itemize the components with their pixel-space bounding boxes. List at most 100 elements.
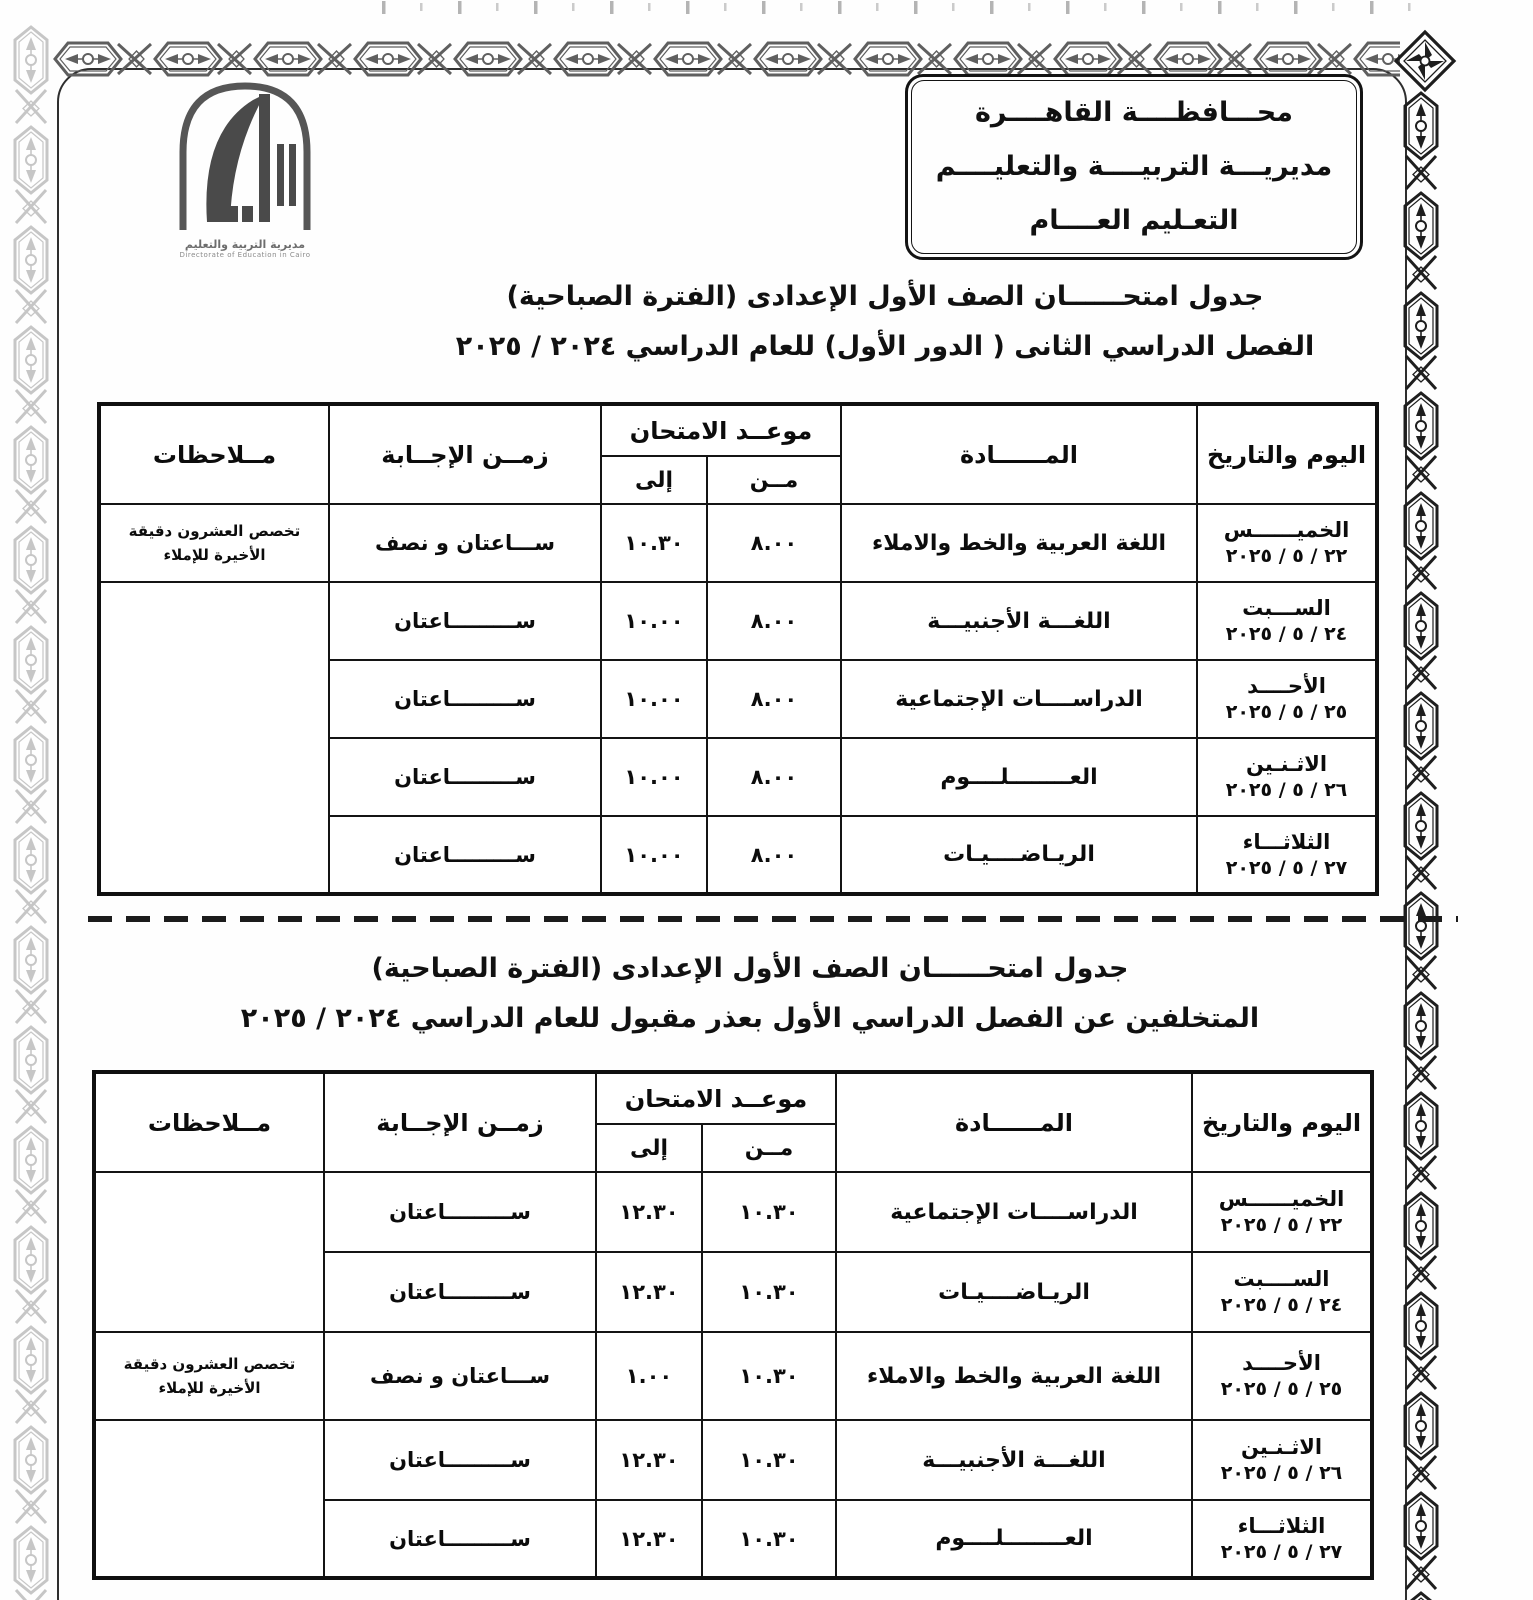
day-date-cell: الأحــــد ٢٥ / ٥ / ٢٠٢٥ (1196, 659, 1378, 739)
date-value: ٢٢ / ٥ / ٢٠٢٥ (1220, 1214, 1343, 1236)
to-cell: ١٢.٣٠ (595, 1171, 703, 1253)
ornamental-border-left (8, 24, 54, 1600)
logo-caption-arabic: مديرية التربية والتعليم (184, 238, 306, 251)
col-header-duration: زمــن الإجــابة (328, 403, 602, 505)
day-date-cell: الثلاثـــاء ٢٧ / ٥ / ٢٠٢٥ (1196, 815, 1378, 895)
duration-cell: ســـــــــاعتان (323, 1419, 597, 1501)
table-row: الخميــــــس ٢٢ / ٥ / ٢٠٢٥ الدراســــات … (93, 1171, 1373, 1333)
schedule2-title-line2: المتخلفين عن الفصل الدراسي الأول بعذر مق… (240, 1003, 1260, 1034)
subject-cell: الدراســــات الإجتماعية (835, 1171, 1193, 1253)
day-name: الأحــــد (1247, 674, 1326, 698)
col-header-exam-time: موعــد الامتحان (600, 403, 842, 457)
day-date-cell: الأحــــد ٢٥ / ٥ / ٢٠٢٥ (1191, 1331, 1373, 1421)
table-row: الخميــــــس ٢٢ / ٥ / ٢٠٢٥ اللغة العربية… (98, 503, 1378, 583)
date-value: ٢٧ / ٥ / ٢٠٢٥ (1225, 856, 1348, 879)
subject-cell: الريـاضــــيـات (835, 1251, 1193, 1333)
day-name: الخميــــــس (1218, 1187, 1345, 1211)
table-row: الاثـنـين ٢٦ / ٥ / ٢٠٢٥ العــــــــلــــ… (99, 737, 1378, 817)
header-subrow: مــن إلى (94, 1123, 1372, 1173)
col-header-from: مــن (706, 455, 842, 505)
to-cell: ١٢.٣٠ (595, 1251, 703, 1333)
day-date-cell: الاثـنـين ٢٦ / ٥ / ٢٠٢٥ (1191, 1419, 1373, 1501)
header-row: اليوم والتاريخ المــــــادة موعــد الامت… (93, 1071, 1373, 1173)
table-row: الأحــــد ٢٥ / ٥ / ٢٠٢٥ اللغة العربية وا… (93, 1331, 1373, 1421)
duration-cell: ســـاعتان و نصف (323, 1331, 597, 1421)
table-row: الســــبت ٢٤ / ٥ / ٢٠٢٥ الريـاضــــيـات … (94, 1251, 1373, 1333)
day-name: الثلاثـــاء (1237, 1513, 1326, 1538)
day-name: الســــبت (1233, 1267, 1330, 1291)
from-cell: ١٠.٣٠ (701, 1251, 837, 1333)
day-date-cell: الخميــــــس ٢٢ / ٥ / ٢٠٢٥ (1196, 503, 1378, 583)
org-line-directorate: مديريـــة التربيــــة والتعليــــم (935, 151, 1333, 182)
duration-cell: ســـــــــاعتان (328, 581, 602, 661)
col-header-to: إلى (600, 455, 708, 505)
schedule1-title-line1: جدول امتحــــــان الصف الأول الإعدادى (ا… (506, 281, 1264, 312)
day-name: الســـبت (1242, 596, 1331, 620)
col-header-day-date: اليوم والتاريخ (1196, 403, 1378, 505)
schedule1-title-line2: الفصل الدراسي الثانى ( الدور الأول) للعا… (455, 331, 1315, 362)
day-name: الاثـنـين (1245, 752, 1328, 776)
notes-cell: تخصص العشرون دقيقة الأخيرة للإملاء (93, 1331, 325, 1421)
to-cell: ١.٠٠ (595, 1331, 703, 1421)
table-row: الثلاثـــاء ٢٧ / ٥ / ٢٠٢٥ العــــــــلــ… (94, 1499, 1373, 1579)
duration-cell: ســـــــــاعتان (328, 737, 602, 817)
ornamental-border-right (1398, 90, 1444, 1600)
notes-empty-cell (93, 1171, 325, 1333)
table-row: الســـبت ٢٤ / ٥ / ٢٠٢٥ اللغـــة الأجنبيـ… (98, 581, 1378, 895)
day-date-cell: الســــبت ٢٤ / ٥ / ٢٠٢٥ (1191, 1251, 1373, 1333)
duration-cell: ســـــــــاعتان (328, 659, 602, 739)
day-name: الأحــــد (1242, 1351, 1321, 1375)
from-cell: ١٠.٣٠ (701, 1499, 837, 1579)
day-date-cell: الخميــــــس ٢٢ / ٥ / ٢٠٢٥ (1191, 1171, 1373, 1253)
org-line-governorate: محـــافظــــة القاهــــرة (974, 97, 1293, 128)
subject-cell: اللغة العربية والخط والاملاء (840, 503, 1198, 583)
org-line-general-education: التعـليم العــــام (1029, 205, 1239, 236)
from-cell: ١٠.٣٠ (701, 1171, 837, 1253)
date-value: ٢٧ / ٥ / ٢٠٢٥ (1220, 1540, 1343, 1563)
from-cell: ٨.٠٠ (706, 503, 842, 583)
org-header-box: محـــافظــــة القاهــــرة مديريـــة التر… (905, 74, 1363, 260)
subject-cell: اللغة العربية والخط والاملاء (835, 1331, 1193, 1421)
date-value: ٢٢ / ٥ / ٢٠٢٥ (1225, 545, 1348, 567)
day-name: الخميــــــس (1223, 518, 1350, 542)
top-edge-ticks (380, 0, 1440, 16)
table-row: الأحــــد ٢٥ / ٥ / ٢٠٢٥ الدراســــات الإ… (99, 659, 1378, 739)
notes-empty-cell (93, 1419, 325, 1579)
duration-cell: ســـــــــاعتان (323, 1171, 597, 1253)
date-value: ٢٦ / ٥ / ٢٠٢٥ (1220, 1462, 1343, 1484)
col-header-subject: المــــــادة (840, 403, 1198, 505)
logo-caption-english: Directorate of Education in Cairo (179, 251, 311, 259)
date-value: ٢٤ / ٥ / ٢٠٢٥ (1225, 623, 1348, 645)
ministry-logo: مديرية التربية والتعليم Directorate of E… (138, 60, 352, 260)
from-cell: ١٠.٣٠ (701, 1331, 837, 1421)
dashed-divider (88, 916, 1458, 922)
col-header-exam-time: موعــد الامتحان (595, 1071, 837, 1125)
subject-cell: اللغـــة الأجنبيـــة (835, 1419, 1193, 1501)
duration-cell: ســـــــــاعتان (328, 815, 602, 895)
day-name: الثلاثـــاء (1242, 829, 1331, 854)
ornamental-corner-icon (1393, 29, 1457, 93)
col-header-from: مــن (701, 1123, 837, 1173)
from-cell: ٨.٠٠ (706, 815, 842, 895)
day-date-cell: الســـبت ٢٤ / ٥ / ٢٠٢٥ (1196, 581, 1378, 661)
subject-cell: اللغـــة الأجنبيـــة (840, 581, 1198, 661)
schedule2-title: جدول امتحــــــان الصف الأول الإعدادى (ا… (95, 944, 1405, 1044)
col-header-duration: زمــن الإجــابة (323, 1071, 597, 1173)
col-header-notes: مــلاحظات (93, 1071, 325, 1173)
to-cell: ١٢.٣٠ (595, 1419, 703, 1501)
from-cell: ٨.٠٠ (706, 581, 842, 661)
header-row: اليوم والتاريخ المــــــادة موعــد الامت… (98, 403, 1378, 505)
day-date-cell: الثلاثـــاء ٢٧ / ٥ / ٢٠٢٥ (1191, 1499, 1373, 1579)
exam-table-makeup-session: اليوم والتاريخ المــــــادة موعــد الامت… (92, 1070, 1374, 1580)
from-cell: ٨.٠٠ (706, 659, 842, 739)
from-cell: ٨.٠٠ (706, 737, 842, 817)
org-header-box-inner: محـــافظــــة القاهــــرة مديريـــة التر… (911, 80, 1357, 254)
col-header-to: إلى (595, 1123, 703, 1173)
to-cell: ١٠.٠٠ (600, 581, 708, 661)
to-cell: ١٠.٠٠ (600, 659, 708, 739)
day-date-cell: الاثـنـين ٢٦ / ٥ / ٢٠٢٥ (1196, 737, 1378, 817)
to-cell: ١٠.٣٠ (600, 503, 708, 583)
schedule2-title-line1: جدول امتحــــــان الصف الأول الإعدادى (ا… (371, 953, 1129, 984)
table-row: الثلاثـــاء ٢٧ / ٥ / ٢٠٢٥ الريـاضــــيـا… (99, 815, 1378, 895)
